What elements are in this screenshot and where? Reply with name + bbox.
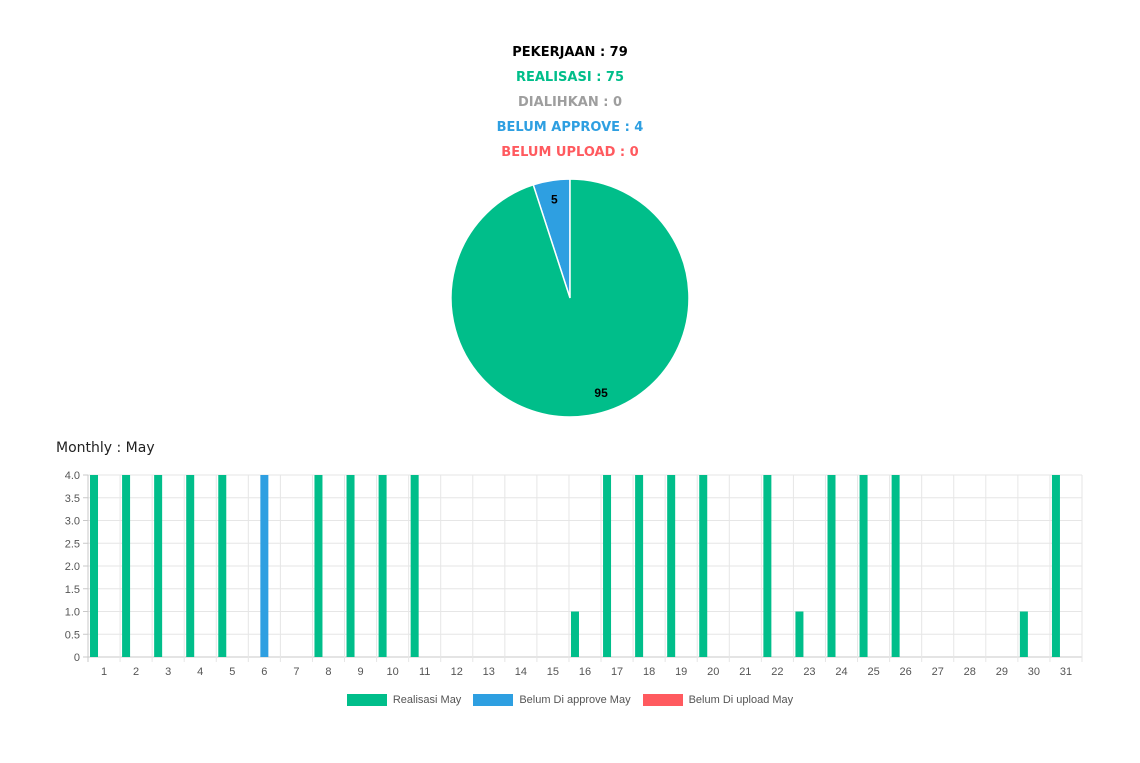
x-tick-label: 19 <box>675 666 687 678</box>
x-tick-label: 12 <box>451 666 463 678</box>
stat-belum-upload: BELUM UPLOAD : 0 <box>501 145 639 160</box>
x-tick-label: 21 <box>739 666 751 678</box>
bar-chart: 00.51.01.52.02.53.03.54.01 2 3 4 5 6 7 8 9 10 11 12… <box>65 470 1083 678</box>
bar-realisasi-may-24[interactable] <box>827 475 836 657</box>
x-tick-label: 18 <box>643 666 655 678</box>
bar-realisasi-may-1[interactable] <box>90 475 99 657</box>
legend-swatch <box>642 694 683 706</box>
bar-realisasi-may-20[interactable] <box>699 475 708 657</box>
x-tick-label: 6 <box>261 666 267 678</box>
bar-realisasi-may-3[interactable] <box>154 475 163 657</box>
bar-realisasi-may-31[interactable] <box>1051 475 1060 657</box>
x-tick-label: 11 <box>419 666 430 678</box>
stat-realisasi: REALISASI : 75 <box>515 70 625 85</box>
legend-item-realisasi-may[interactable]: Realisasi May <box>346 694 462 706</box>
legend-label: Belum Di approve May <box>519 694 631 706</box>
x-tick-label: 13 <box>483 666 495 678</box>
bar-realisasi-may-22[interactable] <box>763 475 772 657</box>
pie-data-label: 5 <box>551 192 558 206</box>
legend-label: Realisasi May <box>392 694 462 706</box>
pie-chart: 5 95 <box>450 178 690 418</box>
x-tick-label: 23 <box>803 666 815 678</box>
y-tick-label: 4.0 <box>65 470 80 482</box>
bar-realisasi-may-10[interactable] <box>378 475 387 657</box>
bar-realisasi-may-8[interactable] <box>314 475 323 657</box>
bar-realisasi-may-18[interactable] <box>635 475 644 657</box>
pie-data-label: 95 <box>594 386 608 400</box>
x-tick-label: 15 <box>547 666 559 678</box>
x-tick-label: 4 <box>197 666 203 678</box>
stat-belum-approve: BELUM APPROVE : 4 <box>496 120 644 135</box>
bar-realisasi-may-9[interactable] <box>346 475 355 657</box>
x-tick-label: 10 <box>386 666 398 678</box>
bar-realisasi-may-25[interactable] <box>859 475 868 657</box>
bar-realisasi-may-23[interactable] <box>795 611 804 658</box>
x-tick-label: 17 <box>611 666 623 678</box>
x-tick-label: 7 <box>293 666 299 678</box>
bar-realisasi-may-17[interactable] <box>603 475 612 657</box>
x-tick-label: 8 <box>325 666 331 678</box>
stat-pekerjaan: PEKERJAAN : 79 <box>512 45 628 60</box>
x-tick-label: 30 <box>1028 666 1040 678</box>
x-tick-label: 31 <box>1060 666 1072 678</box>
x-tick-label: 3 <box>165 666 171 678</box>
x-tick-label: 5 <box>229 666 235 678</box>
x-tick-label: 20 <box>707 666 719 678</box>
bar-realisasi-may-16[interactable] <box>570 611 579 658</box>
bar-realisasi-may-11[interactable] <box>410 475 419 657</box>
y-tick-label: 3.0 <box>65 516 80 528</box>
y-tick-label: 1.5 <box>65 584 80 596</box>
legend-item-belum-di-upload-may[interactable]: Belum Di upload May <box>642 694 794 706</box>
legend-item-belum-di-approve-may[interactable]: Belum Di approve May <box>473 694 631 706</box>
x-tick-label: 22 <box>771 666 783 678</box>
y-tick-label: 0 <box>74 652 80 664</box>
x-tick-label: 29 <box>996 666 1008 678</box>
y-tick-label: 2.0 <box>65 561 80 573</box>
bar-realisasi-may-2[interactable] <box>122 475 131 657</box>
monthly-title: Monthly : May <box>56 440 155 456</box>
legend-label: Belum Di upload May <box>688 694 794 706</box>
bar-realisasi-may-19[interactable] <box>667 475 676 657</box>
bar-realisasi-may-4[interactable] <box>186 475 195 657</box>
x-tick-label: 25 <box>867 666 879 678</box>
legend-swatch <box>346 694 387 706</box>
y-tick-label: 1.0 <box>65 607 80 619</box>
legend-swatch <box>473 694 514 706</box>
pie-slice-realisasi[interactable] <box>450 178 690 418</box>
summary-stats: PEKERJAAN : 79 REALISASI : 75 DIALIHKAN … <box>0 40 1140 165</box>
bar-legend: Realisasi May Belum Di approve May Belum D… <box>0 694 1140 706</box>
y-tick-label: 3.5 <box>65 493 80 505</box>
x-tick-label: 27 <box>932 666 944 678</box>
stat-dialihkan: DIALIHKAN : 0 <box>518 95 622 110</box>
x-tick-label: 14 <box>515 666 527 678</box>
y-tick-label: 2.5 <box>65 538 80 550</box>
x-tick-label: 16 <box>579 666 591 678</box>
bar-realisasi-may-26[interactable] <box>891 475 900 657</box>
bar-realisasi-may-30[interactable] <box>1019 611 1028 658</box>
bar-realisasi-may-5[interactable] <box>218 475 227 657</box>
x-tick-label: 2 <box>133 666 139 678</box>
x-tick-label: 24 <box>835 666 847 678</box>
x-tick-label: 28 <box>964 666 976 678</box>
bar-belum-di-approve-may-6[interactable] <box>260 475 269 657</box>
y-tick-label: 0.5 <box>65 629 80 641</box>
x-tick-label: 26 <box>900 666 912 678</box>
x-tick-label: 9 <box>357 666 363 678</box>
x-tick-label: 1 <box>101 666 107 678</box>
